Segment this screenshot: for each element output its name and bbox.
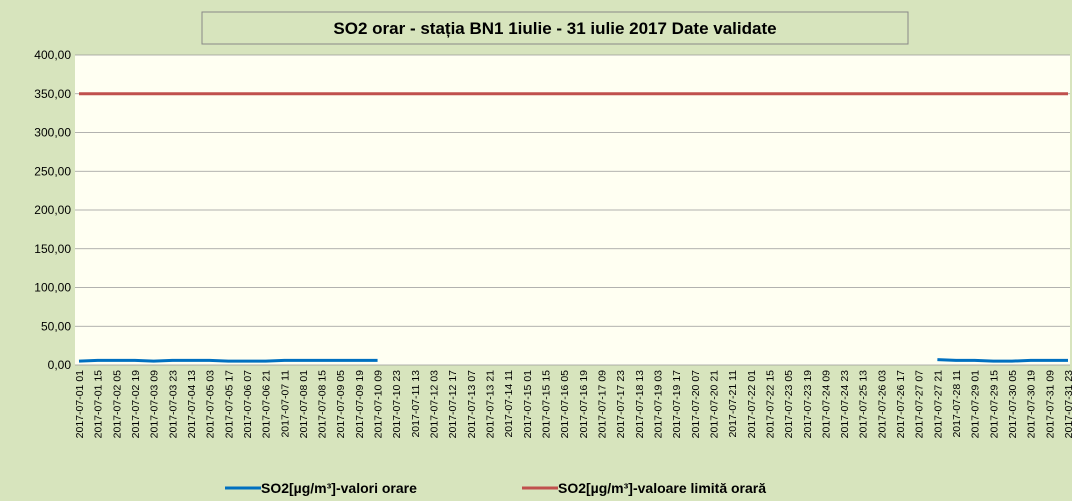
x-tick-label: 2017-07-27 07 xyxy=(914,370,926,438)
x-tick-label: 2017-07-12 03 xyxy=(429,370,441,438)
y-tick-label: 400,00 xyxy=(34,48,71,62)
x-tick-label: 2017-07-06 21 xyxy=(261,370,273,438)
x-tick-label: 2017-07-09 05 xyxy=(335,370,347,438)
x-tick-label: 2017-07-11 13 xyxy=(410,370,422,438)
x-tick-label: 2017-07-06 07 xyxy=(242,370,254,438)
y-tick-label: 150,00 xyxy=(34,242,71,256)
x-tick-label: 2017-07-30 05 xyxy=(1007,370,1019,438)
y-tick-label: 200,00 xyxy=(34,203,71,217)
x-tick-label: 2017-07-14 11 xyxy=(503,370,515,438)
x-tick-label: 2017-07-08 15 xyxy=(317,370,329,438)
x-tick-label: 2017-07-19 17 xyxy=(671,370,683,438)
x-tick-label: 2017-07-22 01 xyxy=(746,370,758,438)
x-tick-label: 2017-07-30 19 xyxy=(1026,370,1038,438)
x-tick-label: 2017-07-18 13 xyxy=(634,370,646,438)
x-tick-label: 2017-07-17 23 xyxy=(615,370,627,438)
x-tick-label: 2017-07-17 09 xyxy=(596,370,608,438)
x-tick-label: 2017-07-15 15 xyxy=(541,370,553,438)
x-tick-label: 2017-07-31 23 xyxy=(1063,370,1072,438)
y-tick-label: 0,00 xyxy=(48,358,72,372)
x-tick-label: 2017-07-16 19 xyxy=(578,370,590,438)
legend-label: SO2[µg/m³]-valori orare xyxy=(261,480,417,496)
x-tick-label: 2017-07-26 17 xyxy=(895,370,907,438)
chart-title: SO2 orar - stația BN1 1iulie - 31 iulie … xyxy=(333,19,776,38)
x-tick-label: 2017-07-10 09 xyxy=(373,370,385,438)
x-tick-label: 2017-07-03 23 xyxy=(167,370,179,438)
x-tick-label: 2017-07-15 01 xyxy=(522,370,534,438)
x-tick-label: 2017-07-10 23 xyxy=(391,370,403,438)
x-tick-label: 2017-07-21 11 xyxy=(727,370,739,438)
x-tick-label: 2017-07-13 21 xyxy=(485,370,497,438)
y-tick-label: 50,00 xyxy=(41,319,71,333)
x-tick-label: 2017-07-26 03 xyxy=(876,370,888,438)
x-tick-label: 2017-07-29 01 xyxy=(970,370,982,438)
x-tick-label: 2017-07-01 01 xyxy=(74,370,86,438)
x-tick-label: 2017-07-29 15 xyxy=(988,370,1000,438)
x-tick-label: 2017-07-24 09 xyxy=(820,370,832,438)
x-tick-label: 2017-07-01 15 xyxy=(93,370,105,438)
x-tick-label: 2017-07-02 05 xyxy=(111,370,123,438)
x-tick-label: 2017-07-09 19 xyxy=(354,370,366,438)
x-tick-label: 2017-07-12 17 xyxy=(447,370,459,438)
x-tick-label: 2017-07-22 15 xyxy=(764,370,776,438)
x-tick-label: 2017-07-20 21 xyxy=(708,370,720,438)
x-tick-label: 2017-07-23 19 xyxy=(802,370,814,438)
x-tick-label: 2017-07-07 11 xyxy=(279,370,291,438)
x-tick-label: 2017-07-31 09 xyxy=(1044,370,1056,438)
y-tick-label: 250,00 xyxy=(34,164,71,178)
x-tick-label: 2017-07-02 19 xyxy=(130,370,142,438)
x-tick-label: 2017-07-05 17 xyxy=(223,370,235,438)
x-tick-label: 2017-07-28 11 xyxy=(951,370,963,438)
title-box xyxy=(201,11,909,45)
legend-label: SO2[µg/m³]-valoare limită orară xyxy=(558,480,766,496)
x-tick-label: 2017-07-16 05 xyxy=(559,370,571,438)
x-tick-label: 2017-07-03 09 xyxy=(149,370,161,438)
x-tick-label: 2017-07-24 23 xyxy=(839,370,851,438)
x-tick-label: 2017-07-23 05 xyxy=(783,370,795,438)
x-tick-label: 2017-07-25 13 xyxy=(858,370,870,438)
x-tick-label: 2017-07-20 07 xyxy=(690,370,702,438)
x-tick-label: 2017-07-05 03 xyxy=(205,370,217,438)
y-tick-label: 100,00 xyxy=(34,281,71,295)
series-line xyxy=(78,358,1068,363)
y-tick-label: 350,00 xyxy=(34,87,71,101)
x-tick-label: 2017-07-08 01 xyxy=(298,370,310,438)
y-tick-label: 300,00 xyxy=(34,126,71,140)
x-tick-label: 2017-07-19 03 xyxy=(652,370,664,438)
x-tick-label: 2017-07-04 13 xyxy=(186,370,198,438)
x-tick-label: 2017-07-13 07 xyxy=(466,370,478,438)
x-tick-label: 2017-07-27 21 xyxy=(932,370,944,438)
